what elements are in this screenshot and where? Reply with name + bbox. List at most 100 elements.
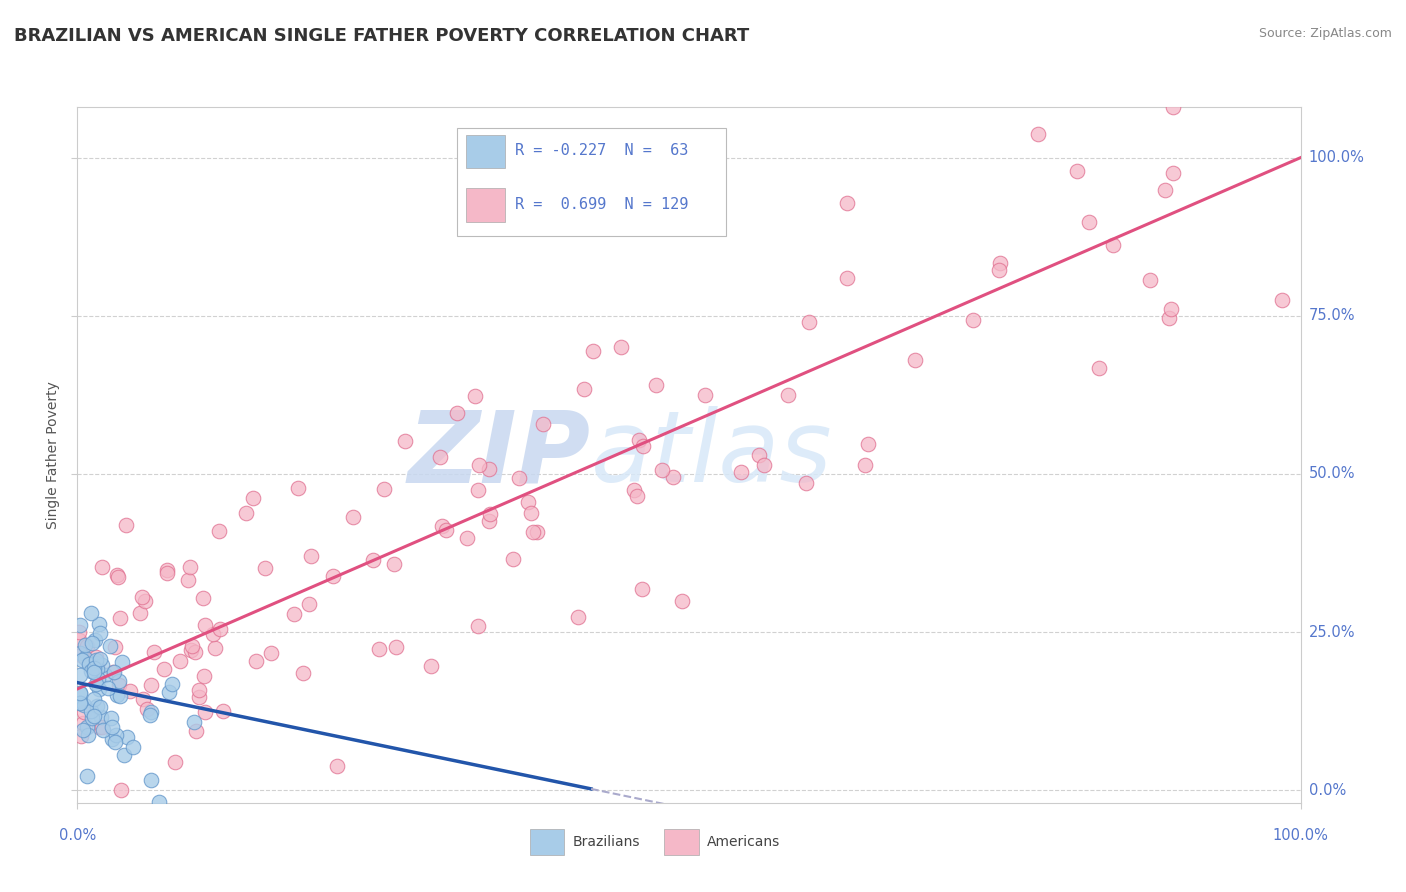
Point: [835, 271, 858, 285]
Point: [153, 662, 176, 676]
Point: [131, 692, 153, 706]
Point: [115, 730, 138, 744]
Bar: [467, 188, 506, 222]
Point: [508, 471, 530, 485]
Text: 75.0%: 75.0%: [1309, 309, 1355, 323]
Point: [184, 644, 207, 658]
Point: [83, 692, 105, 706]
Point: [139, 773, 162, 788]
Point: [298, 597, 321, 611]
Point: [661, 470, 683, 484]
Point: [754, 458, 776, 473]
Point: [80, 711, 103, 725]
Point: [90, 709, 112, 723]
Point: [90, 560, 112, 574]
Point: [183, 714, 205, 729]
Point: [671, 594, 693, 608]
Point: [89, 720, 111, 734]
Point: [98, 639, 121, 653]
Point: [76, 639, 98, 653]
Point: [283, 607, 305, 621]
Text: 100.0%: 100.0%: [1309, 150, 1365, 165]
Point: [122, 739, 145, 754]
Point: [520, 506, 543, 520]
Point: [208, 524, 231, 538]
Point: [1026, 127, 1049, 141]
Point: [87, 681, 110, 696]
Point: [730, 465, 752, 479]
Point: [204, 640, 226, 655]
Point: [69, 668, 91, 682]
Point: [630, 582, 652, 596]
Point: [193, 669, 215, 683]
Point: [194, 618, 217, 632]
Bar: [530, 829, 564, 855]
Point: [105, 688, 128, 702]
Point: [77, 657, 100, 671]
Point: [73, 651, 96, 665]
Text: Americans: Americans: [707, 835, 780, 849]
Point: [1153, 183, 1175, 197]
Bar: [467, 135, 506, 169]
Point: [157, 685, 180, 699]
Point: [193, 591, 215, 606]
Point: [89, 700, 111, 714]
Point: [467, 483, 489, 497]
Point: [86, 662, 108, 676]
Point: [628, 433, 651, 447]
Point: [202, 627, 225, 641]
Text: R =  0.699  N = 129: R = 0.699 N = 129: [515, 197, 689, 212]
Point: [84, 632, 107, 647]
Point: [446, 406, 468, 420]
Point: [83, 708, 105, 723]
Point: [245, 654, 267, 668]
Point: [748, 449, 770, 463]
Point: [436, 523, 458, 537]
Point: [531, 417, 554, 432]
Point: [1160, 302, 1182, 317]
Text: ZIP: ZIP: [408, 407, 591, 503]
Point: [631, 439, 654, 453]
Point: [104, 640, 127, 654]
Point: [80, 664, 103, 678]
Point: [254, 561, 277, 575]
Point: [84, 650, 107, 665]
Point: [104, 735, 127, 749]
Point: [430, 518, 453, 533]
Point: [148, 795, 170, 809]
Point: [70, 652, 93, 666]
Point: [86, 699, 108, 714]
Point: [110, 611, 132, 625]
Point: [526, 524, 548, 539]
Point: [626, 489, 648, 503]
Point: [129, 606, 152, 620]
Text: 50.0%: 50.0%: [1309, 467, 1355, 482]
Point: [429, 450, 451, 464]
Point: [208, 622, 231, 636]
Point: [187, 682, 209, 697]
Point: [101, 665, 124, 679]
Text: 25.0%: 25.0%: [1309, 624, 1355, 640]
Point: [134, 593, 156, 607]
Point: [797, 315, 820, 329]
Point: [188, 690, 211, 704]
Point: [177, 573, 200, 587]
Point: [962, 312, 984, 326]
Point: [1139, 273, 1161, 287]
Text: 0.0%: 0.0%: [1309, 782, 1346, 797]
Point: [477, 462, 499, 476]
Point: [856, 437, 879, 451]
Point: [394, 434, 416, 448]
Point: [260, 646, 283, 660]
Point: [100, 711, 122, 725]
Point: [69, 686, 91, 700]
Text: Source: ZipAtlas.com: Source: ZipAtlas.com: [1258, 27, 1392, 40]
Point: [69, 729, 91, 743]
Point: [1102, 237, 1125, 252]
Point: [89, 625, 111, 640]
Point: [837, 196, 859, 211]
Point: [478, 508, 501, 522]
Bar: [457, 128, 725, 235]
Point: [79, 704, 101, 718]
Point: [156, 566, 179, 580]
